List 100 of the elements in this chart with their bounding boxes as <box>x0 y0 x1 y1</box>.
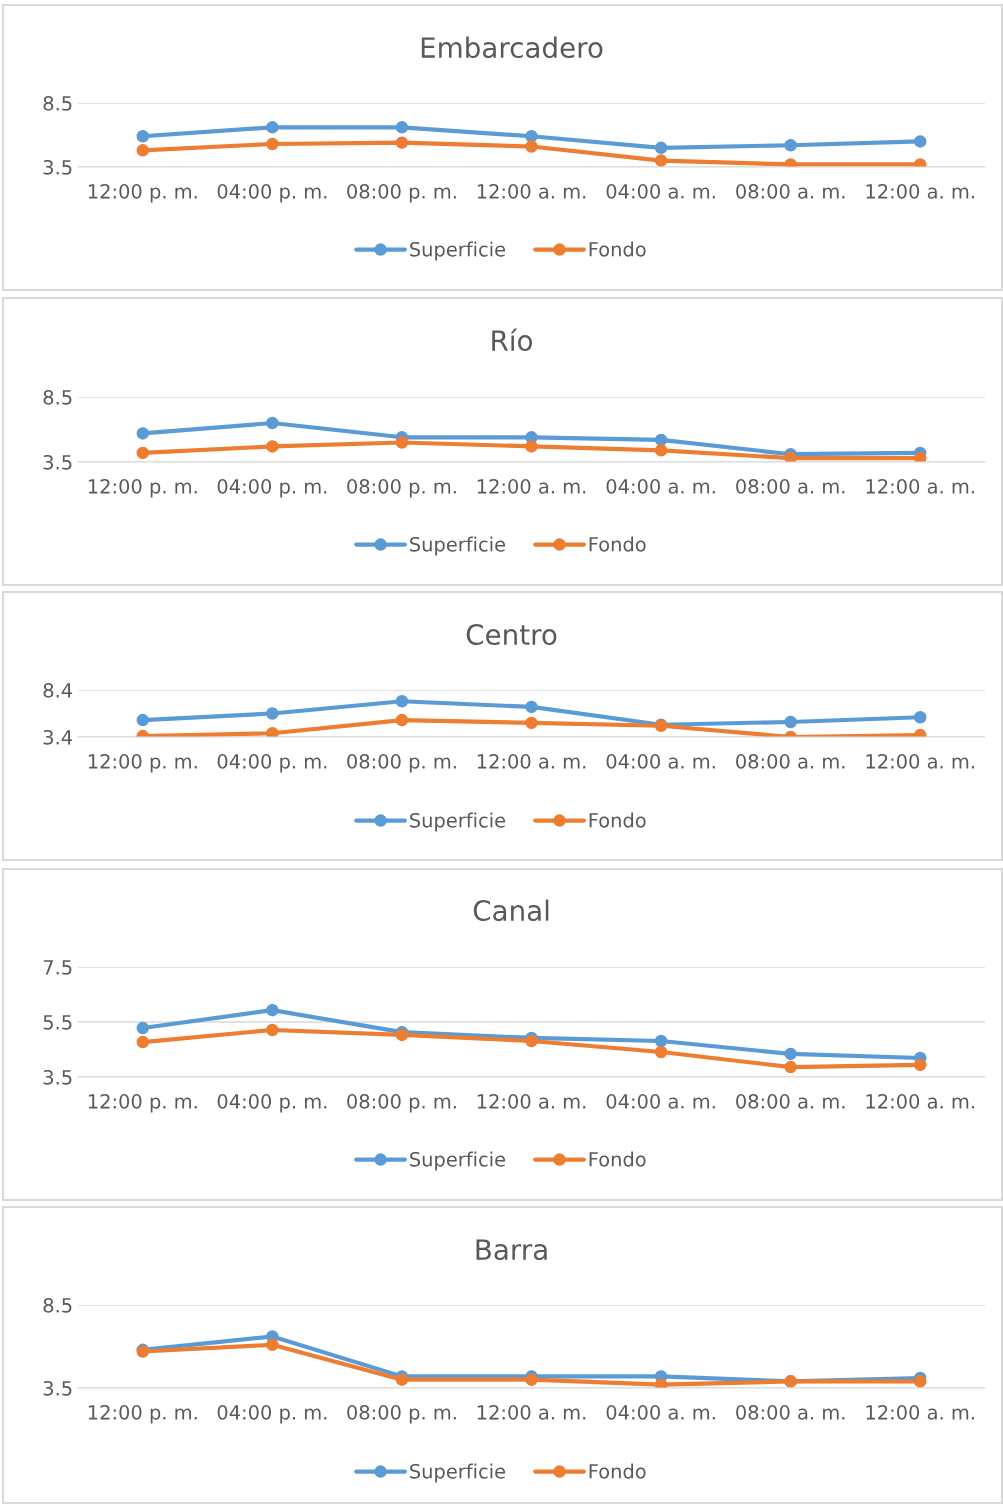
x-tick-label: 04:00 p. m. <box>217 1405 327 1424</box>
x-tick-label: 12:00 a. m. <box>477 184 586 199</box>
x-tick-label: 08:00 p. m. <box>347 479 456 498</box>
point <box>654 433 668 447</box>
y-tick-label: 3.4 <box>43 729 73 745</box>
point <box>654 1045 668 1059</box>
point <box>913 1375 927 1388</box>
point <box>266 726 279 737</box>
x-tick-label: 12:00 a. m. <box>866 1405 974 1420</box>
x-tick-label: 04:00 a. m. <box>606 1094 715 1109</box>
x-tick-label: 04:00 a. m. <box>606 754 715 769</box>
y-tick-label: 8.5 <box>43 1297 72 1313</box>
legend-label: Superficie <box>410 1151 506 1171</box>
x-tick-label: 12:00 p. m. <box>88 479 197 498</box>
legend-label: Superficie <box>410 536 506 556</box>
chart-title: Canal <box>473 899 549 922</box>
point <box>136 144 150 157</box>
point <box>136 1021 150 1035</box>
y-tick-label: 3.5 <box>43 1380 72 1396</box>
x-tick-label: 08:00 a. m. <box>736 184 845 199</box>
point <box>784 1060 797 1074</box>
x-tick-label: 08:00 p. m. <box>347 1405 456 1424</box>
y-tick-label: 3.5 <box>43 1069 72 1085</box>
point <box>266 1338 279 1352</box>
y-tick-label: 3.5 <box>43 159 72 175</box>
x-tick-label: 12:00 a. m. <box>477 479 586 494</box>
y-tick-label: 8.4 <box>43 682 73 698</box>
point <box>136 446 150 460</box>
x-tick-label: 04:00 a. m. <box>606 184 715 199</box>
legend-label: Fondo <box>589 1151 646 1167</box>
x-tick-label: 12:00 p. m. <box>88 1094 197 1113</box>
point <box>395 136 409 149</box>
point <box>266 440 279 453</box>
x-tick-label: 08:00 p. m. <box>347 754 456 773</box>
y-tick-label: 7.5 <box>43 960 72 975</box>
chart-title: Barra <box>476 1239 547 1261</box>
point <box>266 707 279 720</box>
x-tick-label: 08:00 a. m. <box>736 1094 845 1109</box>
x-tick-label: 12:00 a. m. <box>477 1094 586 1109</box>
point <box>525 140 538 153</box>
point <box>136 713 150 727</box>
x-tick-label: 08:00 a. m. <box>736 479 845 494</box>
point <box>784 715 797 729</box>
x-tick-label: 12:00 p. m. <box>88 1405 197 1424</box>
point <box>136 130 150 143</box>
legend-label: Fondo <box>589 536 646 552</box>
y-tick-label: 8.5 <box>43 389 72 405</box>
point <box>784 138 797 152</box>
point <box>654 1378 668 1388</box>
legend-label: Fondo <box>589 241 646 257</box>
x-tick-label: 08:00 a. m. <box>736 1405 845 1420</box>
x-tick-label: 04:00 p. m. <box>217 184 327 203</box>
y-tick-label: 3.5 <box>43 454 72 470</box>
x-tick-label: 04:00 p. m. <box>217 754 327 773</box>
point <box>525 716 538 730</box>
x-tick-label: 04:00 a. m. <box>606 1405 715 1420</box>
point <box>654 154 668 167</box>
point <box>654 1034 668 1048</box>
point <box>525 700 538 714</box>
x-tick-label: 12:00 p. m. <box>88 754 197 773</box>
chart-title: Río <box>492 328 533 352</box>
x-tick-label: 04:00 a. m. <box>606 479 715 494</box>
x-tick-label: 12:00 p. m. <box>88 184 197 203</box>
point <box>266 1023 279 1037</box>
point <box>784 451 797 462</box>
point <box>266 1003 279 1017</box>
point <box>913 451 927 462</box>
point <box>266 137 279 151</box>
point <box>395 695 409 708</box>
y-tick-label: 8.5 <box>43 95 72 111</box>
point <box>913 1058 927 1072</box>
point <box>913 711 927 724</box>
point <box>525 130 538 143</box>
point <box>654 141 668 155</box>
point <box>654 444 668 457</box>
point <box>913 135 927 148</box>
point <box>395 121 409 134</box>
x-tick-label: 04:00 p. m. <box>217 479 327 498</box>
chart-title: Embarcadero <box>421 36 603 59</box>
legend-label: Superficie <box>410 812 506 832</box>
x-tick-label: 12:00 a. m. <box>866 184 974 199</box>
point <box>395 713 409 727</box>
x-tick-label: 12:00 a. m. <box>866 754 974 769</box>
x-tick-label: 04:00 p. m. <box>217 1094 327 1113</box>
legend-label: Superficie <box>410 1463 506 1483</box>
legend-label: Fondo <box>589 1463 646 1479</box>
point <box>266 121 279 134</box>
legend-label: Fondo <box>589 812 646 828</box>
legend-label: Superficie <box>410 241 506 261</box>
x-tick-label: 12:00 a. m. <box>477 754 586 769</box>
point <box>784 1047 797 1061</box>
point <box>136 427 150 440</box>
x-tick-label: 12:00 a. m. <box>866 1094 974 1109</box>
x-tick-label: 08:00 p. m. <box>347 184 456 203</box>
x-tick-label: 08:00 p. m. <box>347 1094 456 1113</box>
point <box>395 436 409 449</box>
x-tick-label: 08:00 a. m. <box>736 754 845 769</box>
point <box>525 440 538 453</box>
point <box>266 416 279 430</box>
x-tick-label: 12:00 a. m. <box>477 1405 586 1420</box>
